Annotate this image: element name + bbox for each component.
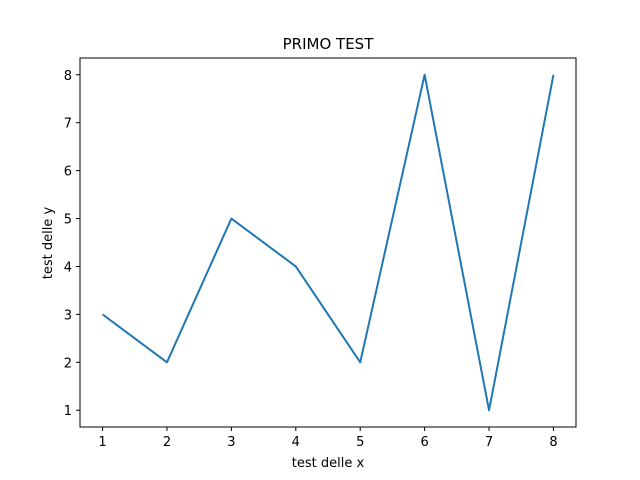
plot-frame xyxy=(79,57,577,428)
y-tick-label: 7 xyxy=(64,117,72,132)
x-axis-label: test delle x xyxy=(292,456,365,471)
y-tick-label: 4 xyxy=(64,260,72,275)
y-tick-label: 8 xyxy=(64,69,72,84)
x-tick-label: 8 xyxy=(549,435,557,450)
series-line-0 xyxy=(101,73,555,412)
y-tick-label: 5 xyxy=(64,213,72,228)
series-layer xyxy=(101,73,555,412)
y-axis-label: test delle y xyxy=(41,207,56,280)
x-tick-label: 6 xyxy=(420,435,428,450)
y-tick-label: 1 xyxy=(64,404,72,419)
x-tick-label: 1 xyxy=(98,435,106,450)
y-tick-label: 2 xyxy=(64,356,72,371)
x-tick-label: 3 xyxy=(227,435,235,450)
x-tick-label: 4 xyxy=(292,435,300,450)
x-tick-label: 2 xyxy=(163,435,171,450)
x-tick-label: 5 xyxy=(356,435,364,450)
ticks-layer: 1 2 3 4 5 6 7 8 1 2 3 4 5 6 7 8 xyxy=(64,69,558,450)
y-tick-label: 3 xyxy=(64,308,72,323)
y-tick-label: 6 xyxy=(64,165,72,180)
x-tick-label: 7 xyxy=(485,435,493,450)
chart-title: PRIMO TEST xyxy=(283,35,375,53)
